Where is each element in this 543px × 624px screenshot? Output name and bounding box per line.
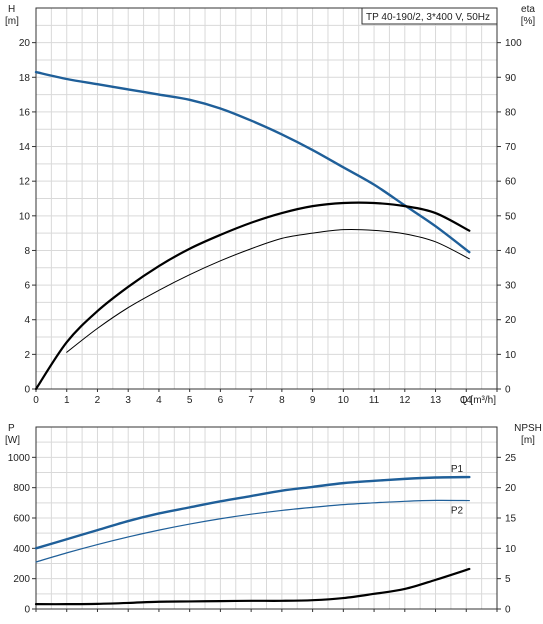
x-tick-label: 6: [218, 395, 224, 406]
right-tick-label: 25: [505, 453, 517, 464]
left-tick-label: 2: [24, 350, 30, 361]
series-label-p2: P2: [451, 506, 464, 517]
left-tick-label: 4: [24, 315, 30, 326]
left-tick-label: 1000: [8, 453, 31, 464]
right-tick-label: 5: [505, 574, 511, 585]
head-axis-label: H: [8, 4, 15, 15]
left-tick-label: 10: [19, 211, 31, 222]
eta-axis-unit: [%]: [521, 16, 536, 27]
power-axis-unit: [W]: [5, 435, 20, 446]
left-tick-label: 600: [13, 514, 30, 525]
series-line: [34, 201, 471, 391]
x-tick-label: 3: [125, 395, 131, 406]
series-line: [66, 228, 470, 353]
x-tick-label: 14: [461, 395, 473, 406]
top-plot-frame: [35, 7, 498, 390]
left-tick-label: 6: [24, 281, 30, 292]
x-tick-label: 1: [64, 395, 70, 406]
x-tick-label: 11: [369, 395, 380, 406]
series-line: [34, 567, 471, 606]
x-tick-label: 0: [33, 395, 39, 406]
right-tick-label: 15: [505, 514, 517, 525]
left-tick-label: 0: [24, 385, 30, 396]
right-tick-label: 20: [505, 315, 517, 326]
chart-title-box: [361, 7, 498, 25]
x-tick-label: 7: [248, 395, 254, 406]
x-tick-label: 4: [156, 395, 162, 406]
right-tick-label: 90: [505, 73, 517, 84]
right-tick-label: 10: [505, 544, 517, 555]
x-tick-label: 5: [187, 395, 193, 406]
left-tick-label: 200: [13, 574, 30, 585]
right-tick-label: 50: [505, 211, 517, 222]
right-tick-label: 10: [505, 350, 517, 361]
series-label-p1: P1: [451, 464, 464, 475]
power-axis-label: P: [8, 423, 15, 434]
power-npsh-chart: 0 200 400 600 800 1000 0 5 10 15 20 25 P [W] NPSH […: [5, 423, 542, 616]
bottom-grid: [36, 427, 497, 609]
right-tick-label: 80: [505, 107, 517, 118]
right-tick-label: 70: [505, 142, 517, 153]
left-tick-label: 20: [19, 38, 31, 49]
head-efficiency-chart: 0246810121416182001020304050607080901000…: [5, 4, 535, 406]
head-axis-unit: [m]: [5, 16, 19, 27]
right-tick-label: 40: [505, 246, 517, 257]
top-ticks: 0246810121416182001020304050607080901000…: [19, 38, 522, 406]
right-tick-label: 20: [505, 483, 517, 494]
x-tick-label: 9: [310, 395, 316, 406]
series-line: [34, 70, 471, 254]
series-line-p1: [34, 475, 471, 550]
x-tick-label: 8: [279, 395, 285, 406]
flow-axis-label: Q [m³/h]: [460, 395, 496, 406]
npsh-axis-label: NPSH: [514, 423, 542, 434]
left-tick-label: 0: [24, 605, 30, 616]
npsh-axis-unit: [m]: [521, 435, 535, 446]
left-tick-label: 14: [19, 142, 31, 153]
bottom-series: [34, 475, 471, 606]
right-tick-label: 0: [505, 385, 511, 396]
series-line-p2: [35, 499, 470, 563]
right-tick-label: 100: [505, 38, 522, 49]
left-tick-label: 8: [24, 246, 30, 257]
x-tick-label: 12: [399, 395, 411, 406]
eta-axis-label: eta: [521, 4, 535, 15]
chart-title: TP 40-190/2, 3*400 V, 50Hz: [366, 12, 490, 23]
left-tick-label: 400: [13, 544, 30, 555]
left-tick-label: 18: [19, 73, 31, 84]
bottom-ticks: 0 200 400 600 800 1000 0 5 10 15 20 25: [8, 453, 517, 616]
left-tick-label: 16: [19, 107, 31, 118]
x-tick-label: 13: [430, 395, 442, 406]
right-tick-label: 60: [505, 177, 517, 188]
left-tick-label: 12: [19, 177, 31, 188]
x-tick-label: 2: [95, 395, 101, 406]
top-grid: [36, 8, 497, 389]
right-tick-label: 0: [505, 605, 511, 616]
x-tick-label: 10: [338, 395, 350, 406]
top-series: [34, 70, 471, 391]
right-tick-label: 30: [505, 281, 517, 292]
left-tick-label: 800: [13, 483, 30, 494]
